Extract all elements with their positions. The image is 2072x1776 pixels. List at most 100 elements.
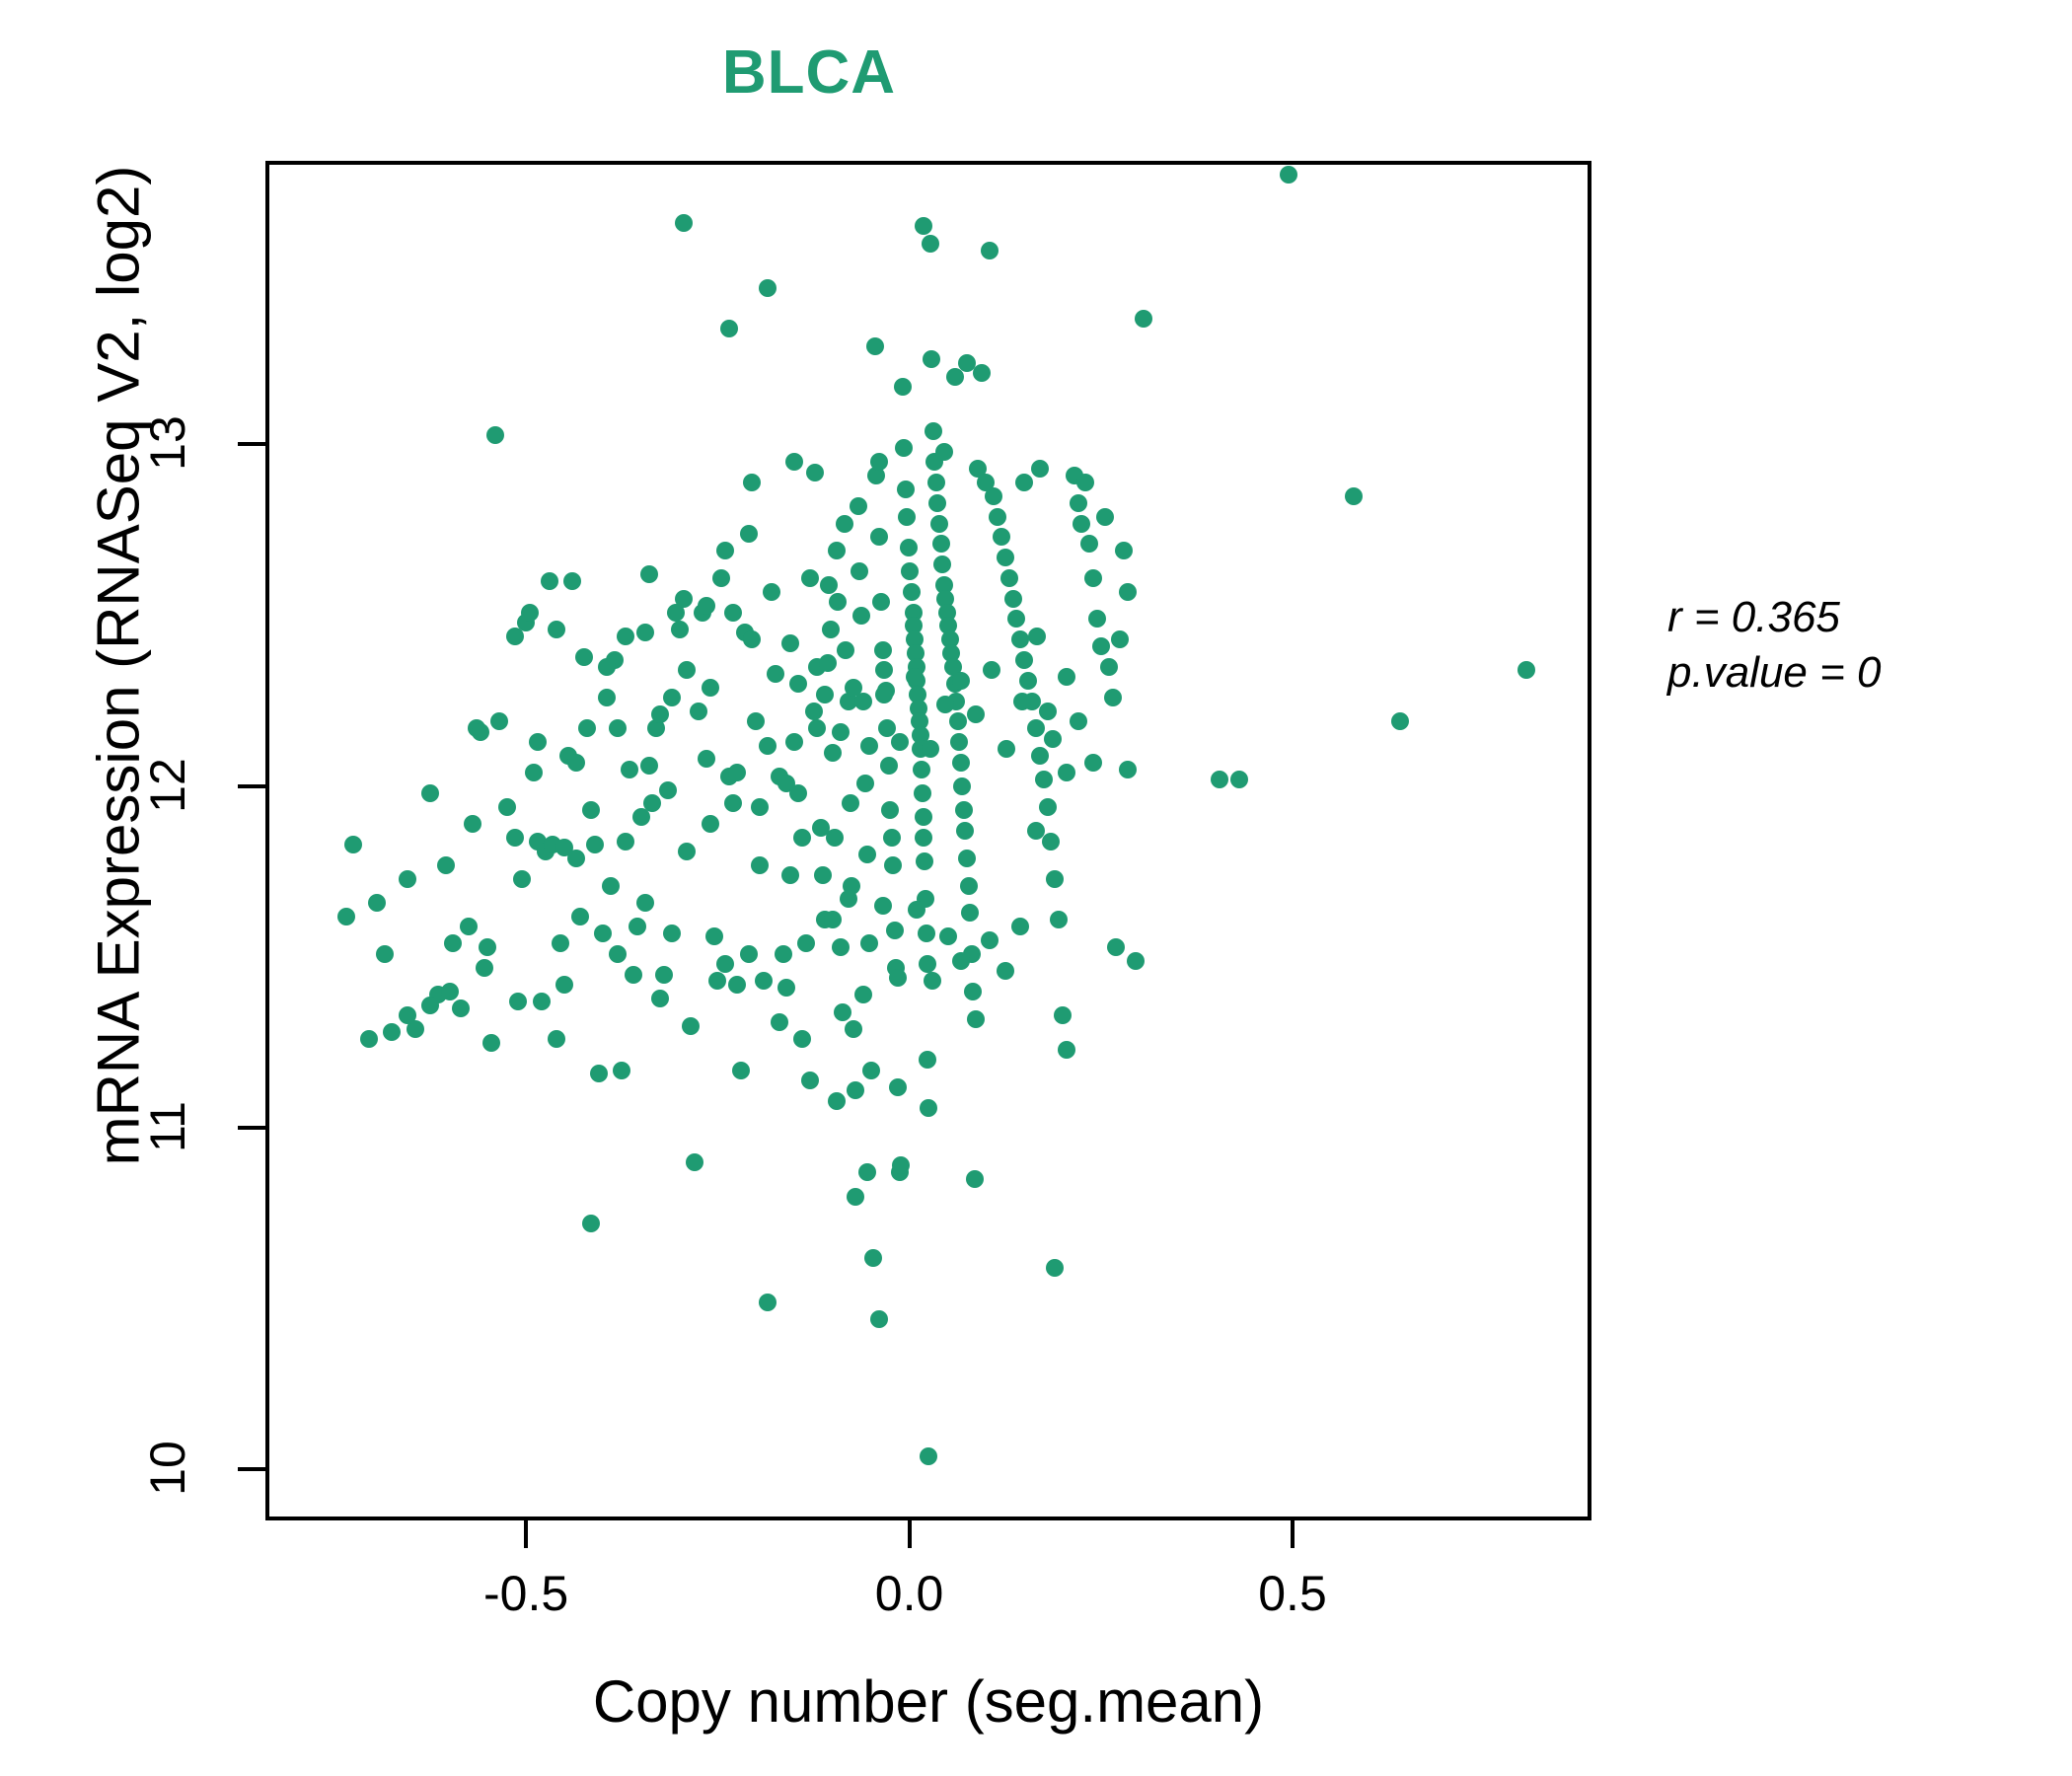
scatter-point — [865, 336, 884, 355]
x-tick-mark — [524, 1520, 529, 1548]
scatter-point — [943, 657, 962, 676]
scatter-point — [933, 555, 952, 574]
scatter-point — [1095, 507, 1114, 526]
scatter-point — [1126, 951, 1145, 970]
scatter-point — [609, 719, 628, 738]
scatter-point — [1119, 760, 1138, 778]
scatter-point — [1134, 309, 1152, 328]
scatter-point — [774, 944, 792, 963]
scatter-point — [864, 1248, 883, 1267]
scatter-point — [884, 855, 903, 874]
scatter-point — [824, 743, 842, 762]
scatter-point — [921, 234, 939, 253]
y-tick-label: 10 — [140, 1441, 195, 1496]
scatter-point — [724, 794, 742, 813]
scatter-point — [992, 528, 1010, 547]
y-tick-mark — [238, 783, 265, 788]
scatter-point — [625, 965, 643, 984]
scatter-point — [566, 753, 585, 772]
scatter-point — [985, 486, 1003, 505]
scatter-point — [1038, 797, 1057, 816]
scatter-point — [570, 907, 589, 925]
scatter-point — [937, 603, 956, 622]
scatter-point — [905, 617, 924, 635]
scatter-point — [920, 1098, 938, 1117]
scatter-point — [1026, 719, 1045, 738]
scatter-point — [851, 607, 870, 626]
scatter-point — [913, 760, 931, 778]
scatter-point — [869, 1310, 888, 1329]
scatter-point — [548, 620, 566, 638]
x-axis-label: Copy number (seg.mean) — [592, 1668, 1265, 1735]
scatter-plot-area — [265, 161, 1591, 1520]
scatter-point — [989, 507, 1007, 526]
scatter-point — [831, 937, 850, 956]
scatter-point — [1057, 764, 1075, 782]
scatter-point — [878, 719, 897, 738]
scatter-point — [903, 582, 922, 601]
scatter-point — [528, 733, 547, 752]
scatter-point — [857, 846, 876, 864]
scatter-point — [826, 829, 845, 848]
scatter-point — [359, 1030, 378, 1049]
scatter-point — [1057, 1040, 1075, 1059]
scatter-point — [490, 712, 509, 731]
scatter-point — [1015, 473, 1034, 491]
scatter-point — [875, 661, 894, 680]
scatter-point — [697, 750, 715, 769]
scatter-point — [724, 603, 742, 622]
scatter-point — [639, 565, 658, 584]
chart-title: BLCA — [721, 38, 897, 107]
scatter-point — [617, 627, 635, 645]
scatter-point — [957, 353, 976, 372]
scatter-point — [854, 692, 873, 710]
scatter-point — [1012, 692, 1031, 710]
scatter-point — [1088, 610, 1107, 629]
scatter-point — [1091, 637, 1110, 656]
scatter-point — [743, 630, 762, 649]
scatter-point — [837, 640, 855, 659]
scatter-point — [1046, 869, 1065, 888]
scatter-point — [818, 654, 837, 673]
scatter-point — [697, 596, 715, 615]
scatter-point — [758, 1293, 777, 1311]
x-tick-mark — [907, 1520, 912, 1548]
scatter-point — [968, 460, 987, 479]
scatter-point — [1015, 651, 1034, 670]
scatter-point — [475, 958, 493, 977]
scatter-point — [701, 815, 719, 834]
scatter-point — [505, 627, 524, 645]
scatter-point — [919, 1051, 937, 1070]
scatter-point — [770, 1013, 788, 1032]
scatter-point — [956, 822, 975, 841]
scatter-point — [716, 955, 735, 974]
scatter-point — [908, 900, 926, 919]
scatter-point — [934, 442, 953, 461]
scatter-point — [898, 507, 917, 526]
scatter-point — [597, 689, 616, 707]
scatter-point — [901, 562, 920, 580]
scatter-point — [552, 934, 570, 953]
scatter-point — [915, 829, 933, 848]
scatter-point — [1103, 689, 1122, 707]
scatter-point — [643, 794, 662, 813]
scatter-point — [486, 425, 505, 444]
scatter-point — [973, 364, 992, 383]
scatter-point — [479, 937, 497, 956]
scatter-point — [1517, 661, 1536, 680]
scatter-point — [859, 934, 878, 953]
scatter-point — [1028, 627, 1047, 645]
scatter-point — [1003, 589, 1022, 608]
scatter-point — [444, 934, 463, 953]
scatter-point — [982, 661, 1000, 680]
scatter-point — [835, 514, 853, 533]
scatter-point — [586, 836, 605, 853]
scatter-point — [946, 367, 965, 386]
scatter-point — [398, 869, 416, 888]
scatter-point — [1042, 832, 1061, 851]
scatter-point — [482, 1033, 501, 1052]
scatter-point — [513, 869, 532, 888]
scatter-point — [910, 712, 928, 731]
scatter-point — [843, 876, 861, 895]
scatter-point — [967, 1009, 986, 1028]
